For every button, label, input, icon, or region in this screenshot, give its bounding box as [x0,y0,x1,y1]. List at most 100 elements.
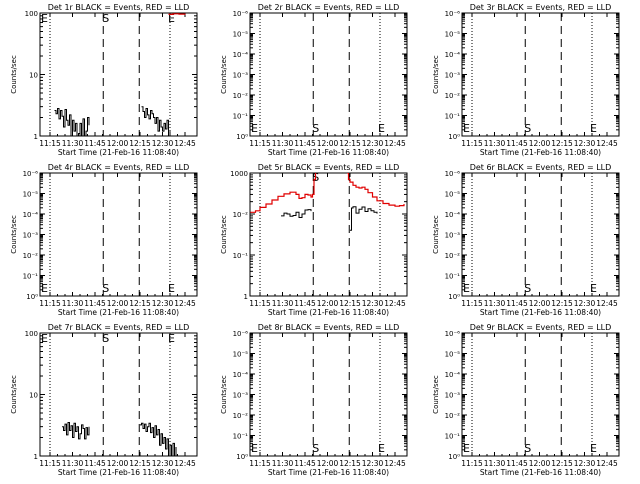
y-tick-label: 10⁻⁵ [445,191,461,199]
y-tick-label: 10⁻² [445,92,461,100]
segment-marker-e: E [590,442,597,455]
x-axis-label: Start Time (21-Feb-16 11:08:40) [480,148,601,157]
segment-marker-e: E [378,442,385,455]
x-tick-label: 12:00 [107,139,129,148]
y-tick-label: 10⁰ [236,453,248,461]
y-tick-label: 10 [29,392,38,400]
x-tick-label: 12:45 [596,139,618,148]
x-tick-label: 11:15 [249,139,271,148]
x-tick-label: 12:00 [317,139,339,148]
events-series-line [141,106,171,136]
y-tick-label: 10⁻⁶ [445,330,461,338]
x-tick-label: 12:30 [152,459,174,468]
plot-frame [39,172,198,297]
x-tick-label: 12:30 [362,139,384,148]
x-axis-label: Start Time (21-Feb-16 11:08:40) [480,308,601,317]
x-tick-label: 11:30 [272,299,294,308]
plot-title: Det 5r BLACK = Events, RED = LLD [258,163,400,172]
x-tick-label: 12:30 [574,459,596,468]
plot-frame [249,332,408,457]
x-tick-label: 11:45 [84,459,106,468]
y-tick-label: 10⁰ [26,293,38,301]
segment-marker-e: E [251,442,258,455]
y-tick-label: 10⁻¹ [23,273,39,281]
x-tick-label: 11:30 [272,139,294,148]
x-tick-label: 11:45 [84,139,106,148]
x-tick-label: 12:45 [384,139,406,148]
x-tick-label: 11:30 [484,459,506,468]
x-tick-label: 12:00 [529,459,551,468]
segment-marker-e: E [463,282,470,295]
x-tick-label: 11:45 [506,299,528,308]
segment-marker-e: E [41,12,48,25]
y-tick-label: 10⁻⁶ [445,10,461,18]
x-tick-label: 12:15 [551,139,573,148]
segment-marker-s: S [524,282,531,295]
y-tick-label: 10⁻⁵ [23,191,39,199]
y-tick-label: 10⁻³ [233,392,249,400]
x-tick-label: 11:15 [461,299,483,308]
x-tick-label: 12:45 [174,459,196,468]
x-tick-label: 12:30 [574,139,596,148]
plot-title: Det 6r BLACK = Events, RED = LLD [470,163,612,172]
x-tick-label: 12:00 [529,139,551,148]
y-tick-label: 10⁻¹ [233,433,249,441]
x-tick-label: 12:15 [551,459,573,468]
y-tick-label: 100 [25,10,38,18]
y-tick-label: 10⁻² [233,412,249,420]
y-tick-label: 10⁻¹ [445,433,461,441]
y-tick-label: 1 [34,133,38,141]
plot-title: Det 3r BLACK = Events, RED = LLD [470,3,612,12]
y-tick-label: 10⁻³ [23,232,39,240]
y-tick-label: 10⁻⁴ [445,211,461,219]
y-tick-label: 10⁻⁵ [445,351,461,359]
x-tick-label: 11:30 [484,299,506,308]
plot-title: Det 2r BLACK = Events, RED = LLD [258,3,400,12]
x-tick-label: 11:45 [294,299,316,308]
segment-marker-s: S [312,122,319,135]
x-tick-label: 12:45 [174,139,196,148]
x-tick-label: 11:15 [249,459,271,468]
y-tick-label: 10⁻² [23,252,39,260]
segment-marker-s: S [102,12,109,25]
y-tick-label: 10⁻⁴ [23,211,39,219]
x-tick-label: 12:45 [174,299,196,308]
segment-marker-s: S [524,122,531,135]
plot-title: Det 7r BLACK = Events, RED = LLD [48,323,190,332]
y-tick-label: 10⁻³ [445,232,461,240]
y-tick-label: 10⁻¹ [233,252,249,260]
x-tick-label: 12:15 [129,459,151,468]
plot-title: Det 4r BLACK = Events, RED = LLD [48,163,190,172]
x-tick-label: 11:45 [294,459,316,468]
y-tick-label: 10⁻¹ [445,273,461,281]
segment-marker-e: E [463,442,470,455]
x-axis-label: Start Time (21-Feb-16 11:08:40) [58,148,179,157]
y-tick-label: 10⁻⁴ [445,371,461,379]
y-tick-label: 10⁰ [448,293,460,301]
lld-series-line [250,173,317,213]
x-tick-label: 11:15 [39,139,61,148]
x-tick-label: 12:00 [317,459,339,468]
events-series-line [281,209,312,218]
y-tick-label: 10⁻³ [445,392,461,400]
plot-frame [249,12,408,137]
x-tick-label: 12:15 [129,299,151,308]
x-tick-label: 11:30 [62,459,84,468]
y-tick-label: 10⁻⁶ [23,170,39,178]
segment-marker-e: E [168,12,175,25]
segment-marker-e: E [590,122,597,135]
y-axis-label: Counts/sec [10,375,18,414]
x-tick-label: 12:15 [339,299,361,308]
x-tick-label: 11:45 [84,299,106,308]
y-tick-label: 10⁰ [448,133,460,141]
x-tick-label: 12:00 [107,299,129,308]
y-tick-label: 10⁻⁵ [233,31,249,39]
x-tick-label: 11:15 [461,139,483,148]
x-tick-label: 11:45 [294,139,316,148]
x-axis-label: Start Time (21-Feb-16 11:08:40) [58,468,179,477]
y-axis-label: Counts/sec [432,215,440,254]
